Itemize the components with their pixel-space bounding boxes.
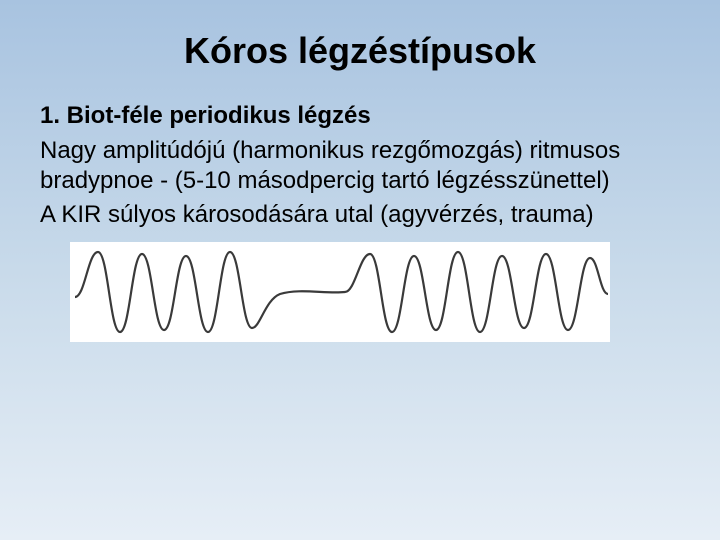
slide: Kóros légzéstípusok 1. Biot-féle periodi… — [0, 0, 720, 540]
slide-title: Kóros légzéstípusok — [40, 30, 680, 72]
waveform-svg — [70, 242, 610, 342]
paragraph-2: A KIR súlyos károsodására utal (agyvérzé… — [40, 200, 680, 230]
paragraph-1: Nagy amplitúdójú (harmonikus rezgőmozgás… — [40, 136, 680, 196]
section-subtitle: 1. Biot-féle periodikus légzés — [40, 102, 680, 130]
breathing-waveform — [70, 242, 610, 342]
waveform-path — [75, 252, 608, 332]
